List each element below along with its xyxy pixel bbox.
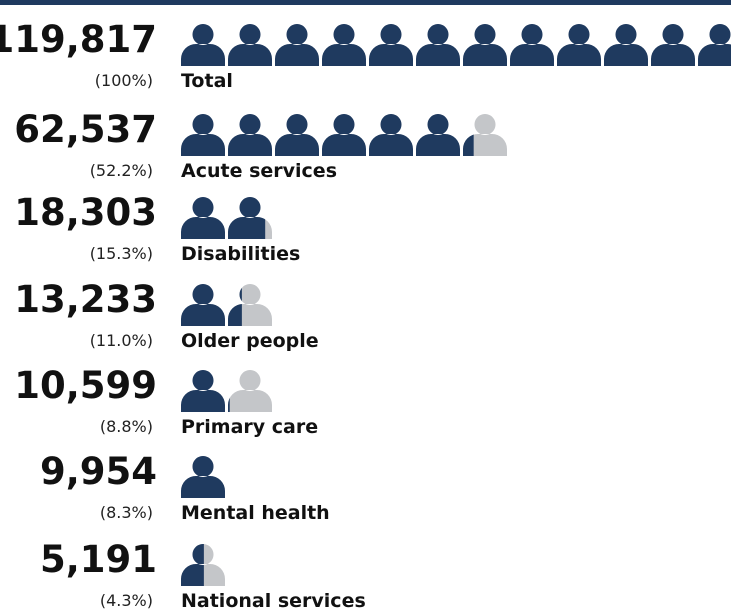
value-label: 9,954: [39, 450, 157, 493]
person-icon-fill: [181, 284, 225, 326]
person-icon: [416, 24, 460, 66]
person-icon-fill: [651, 24, 695, 66]
person-icon: [228, 370, 272, 412]
category-label: Mental health: [181, 502, 330, 524]
person-icon-fill: [369, 24, 413, 66]
person-icon-fill: [604, 24, 648, 66]
percent-label: (8.3%): [99, 503, 153, 522]
person-icon-fill: [181, 456, 225, 498]
person-icon-empty: [228, 370, 272, 412]
icon-row-svg: [181, 544, 225, 586]
person-icon: [463, 24, 507, 66]
person-icon: [651, 24, 695, 66]
person-icon-fill: [181, 544, 204, 586]
person-icon: [181, 114, 225, 156]
percent-label: (52.2%): [89, 161, 153, 180]
percent-label: (8.8%): [99, 417, 153, 436]
person-icon: [463, 114, 507, 156]
person-icon: [228, 114, 272, 156]
person-icon-fill: [228, 197, 266, 239]
person-icon-fill: [181, 197, 225, 239]
person-icon-fill: [463, 134, 474, 156]
person-icon-fill: [275, 114, 319, 156]
person-icon-fill: [228, 398, 230, 412]
person-icon-fill: [228, 24, 272, 66]
person-icon: [557, 24, 601, 66]
person-icon: [181, 544, 225, 586]
person-icon-fill: [181, 24, 225, 66]
value-label: 5,191: [39, 538, 157, 581]
icon-bar: [180, 368, 273, 412]
value-label: 62,537: [14, 108, 157, 151]
person-icon-fill: [698, 24, 731, 66]
person-icon: [181, 370, 225, 412]
person-icon: [416, 114, 460, 156]
icon-bar: [180, 22, 731, 66]
category-label: Acute services: [181, 160, 337, 182]
person-icon: [275, 114, 319, 156]
icon-row-svg: [181, 24, 731, 66]
icon-row-svg: [181, 370, 272, 412]
category-label: Primary care: [181, 416, 319, 438]
person-icon-empty: [463, 114, 507, 156]
category-label: Total: [181, 70, 233, 92]
icon-bar: [180, 112, 508, 156]
percent-label: (11.0%): [89, 331, 153, 350]
person-icon-fill: [228, 114, 272, 156]
person-icon-fill: [181, 114, 225, 156]
person-icon-fill: [181, 370, 225, 412]
person-icon-fill: [369, 114, 413, 156]
person-icon: [181, 284, 225, 326]
person-icon-fill: [322, 24, 366, 66]
person-icon: [181, 24, 225, 66]
percent-label: (4.3%): [99, 591, 153, 610]
person-icon: [181, 456, 225, 498]
icon-row-svg: [181, 114, 507, 156]
value-label: 13,233: [14, 278, 157, 321]
category-label: Older people: [181, 330, 319, 352]
percent-label: (100%): [94, 71, 153, 90]
person-icon-fill: [275, 24, 319, 66]
icon-row-svg: [181, 284, 272, 326]
percent-label: (15.3%): [89, 244, 153, 263]
category-label: Disabilities: [181, 243, 301, 265]
person-icon-fill: [557, 24, 601, 66]
person-icon-fill: [228, 287, 242, 326]
person-icon: [322, 114, 366, 156]
person-icon-fill: [510, 24, 554, 66]
person-icon: [510, 24, 554, 66]
icon-bar: [180, 282, 273, 326]
person-icon-fill: [416, 114, 460, 156]
icon-bar: [180, 542, 226, 586]
person-icon: [181, 197, 225, 239]
category-label: National services: [181, 590, 366, 612]
person-icon-fill: [463, 24, 507, 66]
icon-row-svg: [181, 197, 272, 239]
person-icon-fill: [322, 114, 366, 156]
icon-row-svg: [181, 456, 225, 498]
person-icon: [369, 114, 413, 156]
icon-bar: [180, 454, 226, 498]
value-label: 119,817: [0, 18, 157, 61]
value-label: 18,303: [14, 191, 157, 234]
person-icon: [228, 24, 272, 66]
person-icon-fill: [416, 24, 460, 66]
person-icon: [275, 24, 319, 66]
value-label: 10,599: [14, 364, 157, 407]
header-bar: [0, 0, 731, 5]
person-icon: [698, 24, 731, 66]
icon-bar: [180, 195, 273, 239]
person-icon: [322, 24, 366, 66]
person-icon: [228, 284, 272, 326]
person-icon: [604, 24, 648, 66]
person-icon: [228, 197, 272, 239]
person-icon: [369, 24, 413, 66]
